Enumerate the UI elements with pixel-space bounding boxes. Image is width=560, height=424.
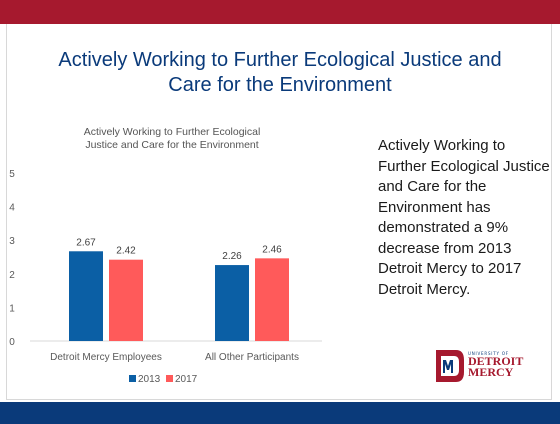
bottom-accent-bar (0, 402, 560, 424)
bar (215, 265, 249, 341)
slide-title-line-2: Care for the Environment (168, 74, 392, 96)
y-tick-label: 3 (9, 236, 15, 247)
logo-line-1: DETROIT (468, 354, 524, 368)
x-category-label: All Other Participants (205, 352, 299, 363)
university-logo: UNIVERSITY OF DETROIT MERCY (434, 348, 554, 386)
logo-emblem-icon (436, 350, 464, 382)
legend-label: 2013 (138, 374, 161, 385)
chart-title-line: Justice and Care for the Environment (85, 139, 258, 151)
y-tick-label: 4 (9, 203, 15, 214)
logo-line-2: MERCY (468, 365, 514, 379)
y-tick-label: 5 (9, 169, 15, 180)
legend-label: 2017 (175, 374, 198, 385)
y-tick-label: 2 (9, 270, 15, 281)
x-category-label: Detroit Mercy Employees (50, 352, 162, 363)
legend-swatch (129, 375, 136, 382)
y-tick-label: 0 (9, 337, 15, 348)
slide-title-line-1: Actively Working to Further Ecological J… (58, 49, 502, 71)
legend-swatch (166, 375, 173, 382)
data-label: 2.67 (76, 237, 96, 248)
data-label: 2.26 (222, 251, 242, 262)
logo-small-text: UNIVERSITY OF (468, 351, 509, 356)
summary-text: Actively Working to Further Ecological J… (378, 137, 550, 298)
logo-name: DETROIT MERCY (468, 354, 524, 379)
top-accent-bar (0, 0, 560, 24)
slide-title: Actively Working to Further Ecological J… (40, 48, 520, 98)
y-tick-label: 1 (9, 303, 15, 314)
chart-title-line: Actively Working to Further Ecological (84, 126, 261, 138)
bar (109, 259, 143, 341)
data-label: 2.46 (262, 244, 282, 255)
data-label: 2.42 (116, 246, 136, 257)
bar (255, 258, 289, 341)
slide-frame (6, 24, 552, 400)
bar (69, 251, 103, 341)
